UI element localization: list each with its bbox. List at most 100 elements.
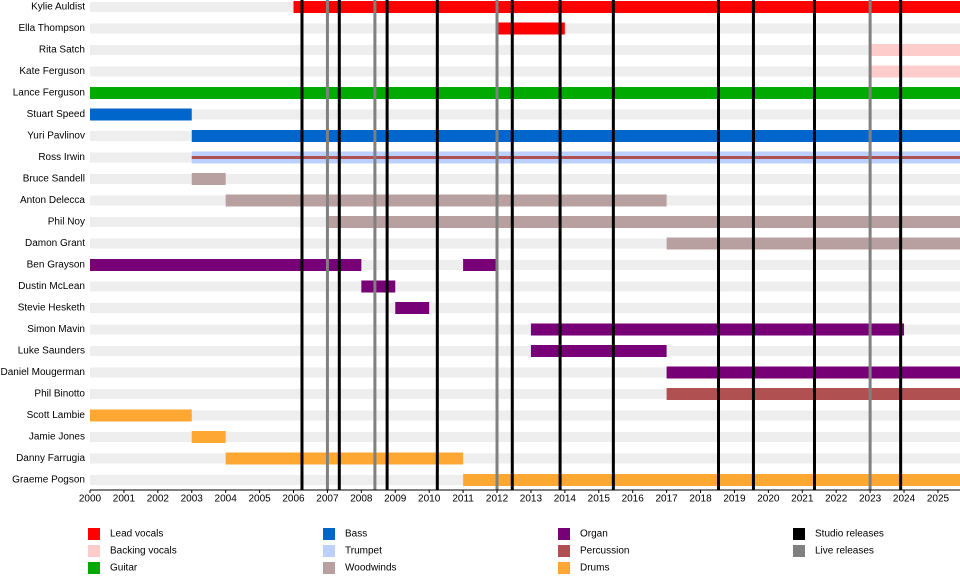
member-span <box>497 22 565 35</box>
x-tick-label: 2022 <box>825 494 848 505</box>
x-tick-label: 2018 <box>689 494 712 505</box>
legend-swatch <box>88 562 100 574</box>
row-band <box>90 281 960 292</box>
x-tick-label: 2009 <box>384 494 407 505</box>
member-span <box>90 259 362 271</box>
member-span <box>870 44 960 56</box>
legend-label: Woodwinds <box>345 563 397 574</box>
x-tick-label: 2004 <box>215 494 238 505</box>
row-band <box>90 410 960 421</box>
member-label: Graeme Pogson <box>12 475 85 486</box>
legend-label: Lead vocals <box>110 529 163 540</box>
x-tick-label: 2007 <box>316 494 339 505</box>
member-label: Scott Lambie <box>27 410 86 421</box>
member-label: Kate Ferguson <box>19 66 85 77</box>
member-label: Phil Noy <box>48 217 85 228</box>
member-label: Jamie Jones <box>29 432 85 443</box>
legend-swatch <box>323 562 335 574</box>
legend-label: Drums <box>580 563 609 574</box>
member-label: Daniel Mougerman <box>1 367 86 378</box>
row-band <box>90 66 960 77</box>
legend-swatch <box>323 545 335 557</box>
x-tick-label: 2017 <box>655 494 678 505</box>
member-span <box>225 194 667 207</box>
row-band <box>90 324 960 335</box>
member-span <box>90 108 192 121</box>
legend-swatch <box>558 545 570 557</box>
legend-label: Backing vocals <box>110 546 177 557</box>
member-label: Simon Mavin <box>27 324 85 335</box>
legend-label: Percussion <box>580 546 629 557</box>
member-span <box>90 87 960 99</box>
member-span <box>191 431 226 443</box>
row-band <box>90 174 960 184</box>
row-band <box>90 367 960 378</box>
row-band <box>90 303 960 313</box>
member-label: Luke Saunders <box>18 346 85 357</box>
member-span <box>90 409 192 422</box>
row-band <box>90 238 960 249</box>
legend-label: Trumpet <box>345 546 382 557</box>
member-span <box>191 173 226 185</box>
member-label: Lance Ferguson <box>13 88 85 99</box>
member-label: Ross Irwin <box>38 152 85 163</box>
x-tick-label: 2015 <box>588 494 611 505</box>
member-span <box>870 65 960 78</box>
legend-swatch <box>323 528 335 540</box>
row-band <box>90 432 960 442</box>
x-tick-label: 2024 <box>893 494 916 505</box>
member-label: Damon Grant <box>25 238 85 249</box>
x-tick-label: 2003 <box>181 494 204 505</box>
x-tick-label: 2010 <box>418 494 441 505</box>
x-tick-label: 2019 <box>723 494 746 505</box>
x-tick-label: 2023 <box>859 494 882 505</box>
x-tick-label: 2012 <box>486 494 509 505</box>
member-label: Ella Thompson <box>18 23 85 34</box>
member-span <box>463 259 498 271</box>
member-label: Stevie Hesketh <box>18 303 85 314</box>
member-span <box>327 216 960 228</box>
legend-swatch <box>558 562 570 574</box>
member-span <box>191 130 960 142</box>
x-tick-label: 2008 <box>350 494 373 505</box>
x-tick-label: 2001 <box>113 494 136 505</box>
member-span <box>361 280 396 293</box>
legend-label: Live releases <box>815 546 874 557</box>
member-label: Ben Grayson <box>27 260 85 271</box>
legend-swatch <box>88 545 100 557</box>
x-tick-label: 2006 <box>282 494 305 505</box>
x-tick-label: 2005 <box>248 494 271 505</box>
x-tick-label: 2025 <box>927 494 950 505</box>
legend-swatch <box>793 545 805 557</box>
legend-label: Organ <box>580 529 608 540</box>
legend-swatch <box>793 528 805 540</box>
member-label: Rita Satch <box>39 45 85 56</box>
member-span <box>530 345 667 357</box>
member-label: Bruce Sandell <box>23 174 85 185</box>
member-span <box>225 452 464 465</box>
legend-swatch <box>558 528 570 540</box>
member-span <box>395 302 430 314</box>
legend-label: Guitar <box>110 563 138 574</box>
row-band <box>90 45 960 55</box>
x-tick-label: 2014 <box>554 494 577 505</box>
x-tick-label: 2021 <box>791 494 814 505</box>
x-tick-label: 2013 <box>520 494 543 505</box>
row-band <box>90 109 960 120</box>
member-span <box>463 474 960 486</box>
x-tick-label: 2002 <box>147 494 170 505</box>
legend-label: Studio releases <box>815 529 884 540</box>
member-label: Kylie Auldist <box>31 2 85 13</box>
x-tick-label: 2011 <box>452 494 474 505</box>
x-tick-label: 2020 <box>757 494 780 505</box>
x-tick-label: 2000 <box>79 494 102 505</box>
member-span <box>191 156 960 159</box>
row-band <box>90 260 960 270</box>
member-label: Phil Binotto <box>34 389 85 400</box>
legend-swatch <box>88 528 100 540</box>
member-label: Danny Farrugia <box>16 453 85 464</box>
legend-label: Bass <box>345 529 367 540</box>
member-span <box>293 1 960 13</box>
row-band <box>90 453 960 464</box>
